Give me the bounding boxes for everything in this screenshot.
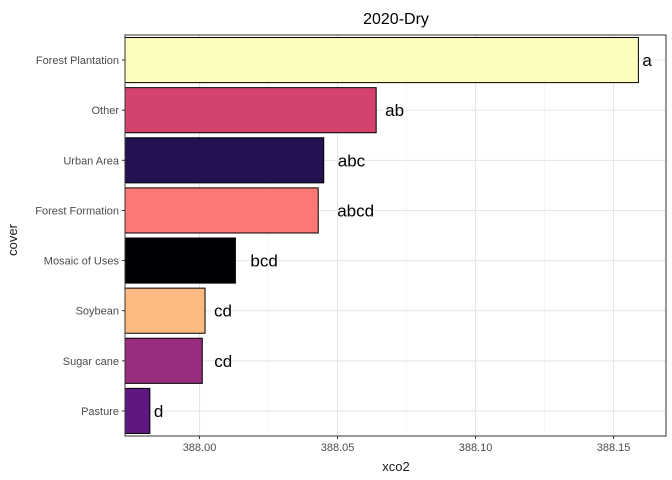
x-axis-ticks: 388.00 388.05 388.10 388.15 (183, 436, 631, 454)
bar-data-label: bcd (250, 252, 277, 271)
bar-data-label: abcd (337, 201, 374, 220)
y-tick-label: Sugar cane (63, 356, 119, 368)
chart-title: 2020-Dry (363, 11, 429, 28)
bar-sugar-cane (124, 337, 203, 384)
bar-data-label: a (642, 51, 652, 70)
data-labels: a ab abc abcd bcd cd cd d (154, 51, 653, 421)
panel-border (124, 34, 667, 437)
y-tick-label: Mosaic of Uses (44, 256, 120, 268)
y-axis-title: cover (5, 223, 20, 255)
y-tick-label: Soybean (76, 306, 119, 318)
x-tick-label: 388.05 (321, 442, 355, 454)
y-tick-label: Urban Area (63, 155, 120, 167)
bar-urban-area (124, 137, 325, 184)
bar-data-label: d (154, 402, 163, 421)
x-tick-label: 388.00 (183, 442, 217, 454)
x-axis-title: xco2 (382, 459, 409, 474)
x-tick-label: 388.10 (459, 442, 493, 454)
bar-pasture (124, 387, 151, 434)
y-tick-label: Pasture (81, 406, 119, 418)
y-tick-label: Other (91, 105, 119, 117)
bar-forest-formation (124, 187, 319, 234)
bar-other (124, 87, 377, 134)
bar-data-label: cd (214, 352, 232, 371)
y-axis-ticks: Forest Plantation Other Urban Area Forest F… (35, 55, 125, 418)
bar-data-label: cd (214, 302, 232, 321)
bar-forest-plantation (124, 37, 639, 84)
bar-data-label: ab (385, 101, 404, 120)
bar-mosaic-of-uses (124, 237, 236, 284)
bars (124, 37, 639, 434)
bar-soybean (124, 287, 206, 334)
y-tick-label: Forest Plantation (36, 55, 119, 67)
bar-data-label: abc (338, 151, 366, 170)
x-tick-label: 388.15 (597, 442, 631, 454)
y-tick-label: Forest Formation (35, 205, 119, 217)
